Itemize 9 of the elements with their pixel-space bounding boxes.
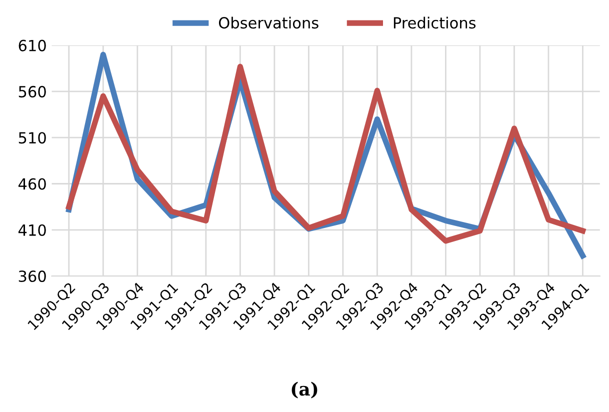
legend-label: Observations [218, 16, 318, 29]
legend-label: Predictions [394, 16, 476, 29]
text: (a) [292, 382, 318, 398]
y-tick-label: 360 [18, 270, 46, 282]
y-tick-label: 560 [18, 86, 46, 98]
y-tick-label: 460 [18, 178, 46, 190]
y-tick-label: 610 [18, 40, 46, 52]
y-tick-label: 510 [18, 132, 46, 144]
y-tick-label: 410 [18, 224, 46, 236]
